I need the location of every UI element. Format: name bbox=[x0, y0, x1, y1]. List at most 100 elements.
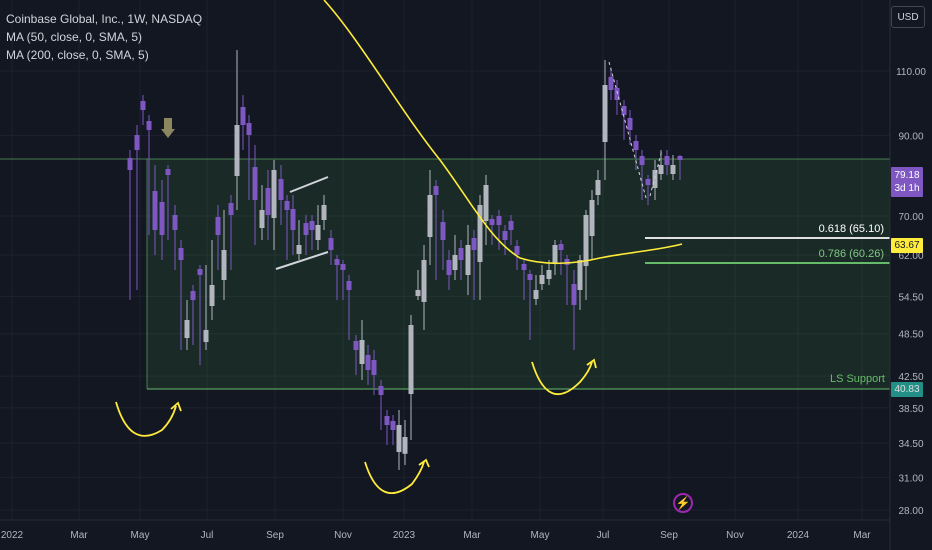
price-tick-label: 54.50 bbox=[898, 292, 923, 303]
candle-body bbox=[546, 270, 552, 279]
candle-body bbox=[296, 245, 302, 254]
price-tick-label: 31.00 bbox=[898, 473, 923, 484]
candle-body bbox=[228, 203, 234, 215]
candle-body bbox=[677, 156, 683, 160]
fib-0786-label: 0.786 (60.26) bbox=[819, 248, 884, 260]
candles bbox=[127, 50, 683, 470]
time-tick-label: Mar bbox=[70, 530, 88, 541]
candle-body bbox=[614, 88, 620, 100]
candle-body bbox=[608, 76, 614, 90]
chart-grid bbox=[0, 0, 890, 520]
symbol-title: Coinbase Global, Inc., 1W, NASDAQ bbox=[6, 12, 203, 26]
time-axis[interactable]: 2022 Mar May Jul Sep Nov 2023 Mar May Jul Sep Nov 20… bbox=[1, 530, 871, 541]
curve-arrow-annotation-3 bbox=[531, 358, 597, 396]
candle-body bbox=[240, 107, 246, 125]
ma-50-legend[interactable]: MA (50, close, 0, SMA, 5) bbox=[6, 30, 143, 44]
time-tick-label: Sep bbox=[266, 530, 284, 541]
candle-body bbox=[303, 223, 309, 235]
candle-body bbox=[215, 217, 221, 235]
candle-body bbox=[309, 221, 315, 230]
candle-body bbox=[514, 246, 520, 255]
candle-body bbox=[127, 158, 133, 170]
candle-body bbox=[197, 269, 203, 275]
candle-body bbox=[521, 264, 527, 270]
price-tick-label: 62.00 bbox=[898, 251, 923, 262]
candle-body bbox=[421, 260, 427, 302]
candle-body bbox=[402, 437, 408, 454]
candle-body bbox=[639, 156, 645, 165]
candle-body bbox=[334, 259, 340, 265]
candle-body bbox=[315, 225, 321, 240]
candle-body bbox=[552, 245, 558, 263]
candle-body bbox=[184, 320, 190, 338]
price-tick-label: 90.00 bbox=[898, 131, 923, 142]
candle-body bbox=[152, 191, 158, 230]
candle-body bbox=[390, 421, 396, 430]
currency-button[interactable]: USD bbox=[891, 6, 925, 28]
fib-0618-label: 0.618 (65.10) bbox=[819, 223, 884, 235]
candle-body bbox=[190, 291, 196, 300]
candle-body bbox=[589, 200, 595, 236]
time-tick-label: Nov bbox=[726, 530, 744, 541]
candle-body bbox=[340, 264, 346, 270]
candle-body bbox=[539, 275, 545, 284]
candle-body bbox=[558, 244, 564, 250]
candle-body bbox=[595, 180, 601, 195]
candle-body bbox=[328, 238, 334, 250]
chart-legend: Coinbase Global, Inc., 1W, NASDAQ MA (50… bbox=[6, 10, 202, 64]
candle-body bbox=[321, 205, 327, 220]
candle-body bbox=[452, 255, 458, 270]
curve-arrow-annotation-2 bbox=[364, 458, 430, 495]
candle-body bbox=[465, 245, 471, 275]
candle-body bbox=[477, 205, 483, 262]
candle-body bbox=[221, 250, 227, 280]
lightning-bolt-icon[interactable]: ⚡ bbox=[673, 493, 693, 513]
candle-body bbox=[408, 325, 414, 394]
bar-countdown: 3d 1h bbox=[894, 183, 920, 194]
time-tick-label: Mar bbox=[853, 530, 871, 541]
time-tick-label: May bbox=[531, 530, 550, 541]
price-axis[interactable]: 110.00 90.00 70.00 62.00 54.50 48.50 42.50 38.5… bbox=[896, 67, 926, 517]
candle-body bbox=[378, 386, 384, 395]
ma-200-line bbox=[323, 0, 683, 265]
time-tick-label: Nov bbox=[334, 530, 352, 541]
candle-body bbox=[165, 169, 171, 175]
time-tick-label: Mar bbox=[463, 530, 481, 541]
price-tick-label: 28.00 bbox=[898, 506, 923, 517]
candle-body bbox=[271, 170, 277, 218]
candle-body bbox=[502, 231, 508, 240]
candle-body bbox=[483, 185, 489, 221]
candle-body bbox=[252, 167, 258, 200]
candle-body bbox=[440, 222, 446, 240]
candle-body bbox=[159, 202, 165, 235]
channel-upper-line bbox=[289, 176, 329, 193]
candle-body bbox=[508, 221, 514, 230]
time-tick-label: May bbox=[131, 530, 150, 541]
candle-body bbox=[627, 118, 633, 130]
candle-body bbox=[234, 125, 240, 176]
candle-body bbox=[396, 425, 402, 452]
candle-body bbox=[284, 201, 290, 210]
dashed-trend-line-2 bbox=[649, 149, 663, 197]
candle-body bbox=[433, 186, 439, 195]
channel-lower-line bbox=[275, 251, 329, 270]
candle-body bbox=[496, 216, 502, 225]
ma-200-legend[interactable]: MA (200, close, 0, SMA, 5) bbox=[6, 48, 149, 62]
down-arrow-marker bbox=[161, 118, 175, 138]
candle-body bbox=[278, 179, 284, 200]
candle-body bbox=[489, 219, 495, 225]
candle-body bbox=[645, 179, 651, 185]
price-tick-label: 38.50 bbox=[898, 404, 923, 415]
candle-body bbox=[583, 215, 589, 266]
time-tick-label: 2023 bbox=[393, 530, 416, 541]
candle-body bbox=[259, 210, 265, 228]
candle-body bbox=[652, 170, 658, 188]
curve-arrow-annotation-1 bbox=[115, 401, 182, 437]
candle-body bbox=[172, 215, 178, 230]
candle-body bbox=[633, 141, 639, 150]
candle-body bbox=[365, 355, 371, 370]
price-tick-label: 110.00 bbox=[896, 67, 926, 78]
support-value-badge: 40.83 bbox=[891, 382, 923, 397]
time-tick-label: Jul bbox=[201, 530, 214, 541]
